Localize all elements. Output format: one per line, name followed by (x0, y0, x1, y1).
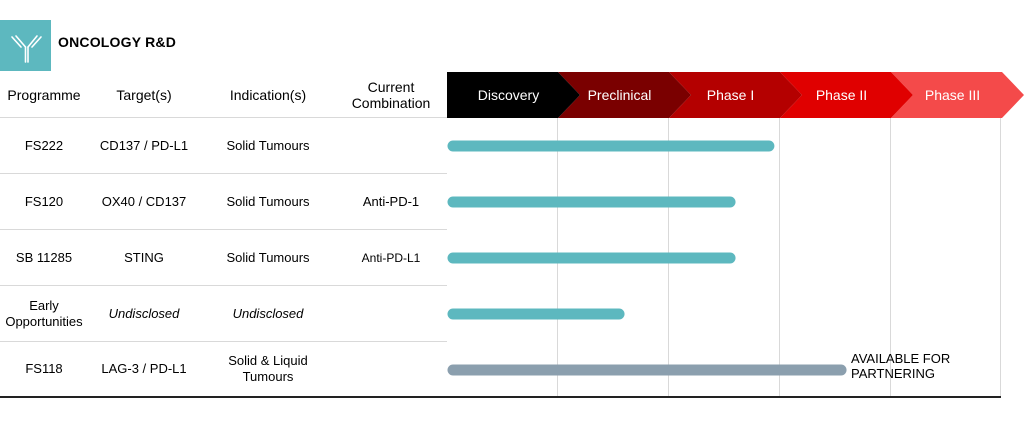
combination-cell: Anti-PD-L1 (361, 251, 421, 265)
programme-cell: Early Opportunities (5, 298, 83, 329)
programme-cell: FS118 (25, 361, 63, 376)
row-divider (0, 229, 447, 230)
programme-cell: FS222 (24, 138, 64, 153)
stage-label: Phase III (925, 87, 980, 103)
target-cell: OX40 / CD137 (101, 194, 187, 209)
stage-arrow-phase-iii (891, 72, 1024, 118)
programme-cell: SB 11285 (15, 250, 73, 265)
stage-gridline (1000, 118, 1001, 397)
stage-label: Preclinical (588, 87, 652, 103)
stage-arrow-discovery (447, 72, 580, 118)
stage-label: Discovery (478, 87, 539, 103)
header-programme: Programme (7, 87, 81, 103)
stage-label: Phase I (707, 87, 754, 103)
page-title: ONCOLOGY R&D (58, 34, 177, 50)
stage-gridline (779, 118, 780, 397)
indication-cell: Solid & Liquid Tumours (228, 353, 308, 384)
table-bottom-border (0, 396, 1001, 398)
indication-cell: Solid Tumours (226, 138, 310, 153)
target-cell: STING (124, 250, 164, 265)
programme-cell: FS120 (24, 194, 64, 209)
header-indication: Indication(s) (229, 87, 307, 103)
stage-label: Phase II (816, 87, 867, 103)
header-targets: Target(s) (116, 87, 172, 103)
antibody-icon (11, 35, 42, 63)
stage-arrow-preclinical (558, 72, 691, 118)
row-divider (0, 117, 447, 118)
indication-cell: Undisclosed (232, 306, 304, 321)
stage-gridline (890, 118, 891, 397)
indication-cell: Solid Tumours (226, 250, 310, 265)
indication-cell: Solid Tumours (226, 194, 310, 209)
target-cell: CD137 / PD-L1 (99, 138, 189, 153)
antibody-logo (0, 20, 51, 71)
header-combination: Current Combination (351, 79, 431, 111)
target-cell: LAG-3 / PD-L1 (101, 361, 187, 376)
stage-arrow-phase-ii (780, 72, 913, 118)
stage-arrow-phase-i (669, 72, 802, 118)
row-divider (0, 173, 447, 174)
row-divider (0, 285, 447, 286)
combination-cell: Anti-PD-1 (362, 194, 420, 209)
target-cell: Undisclosed (108, 306, 180, 321)
partnering-note: AVAILABLE FOR PARTNERING (851, 351, 951, 381)
row-divider (0, 341, 447, 342)
